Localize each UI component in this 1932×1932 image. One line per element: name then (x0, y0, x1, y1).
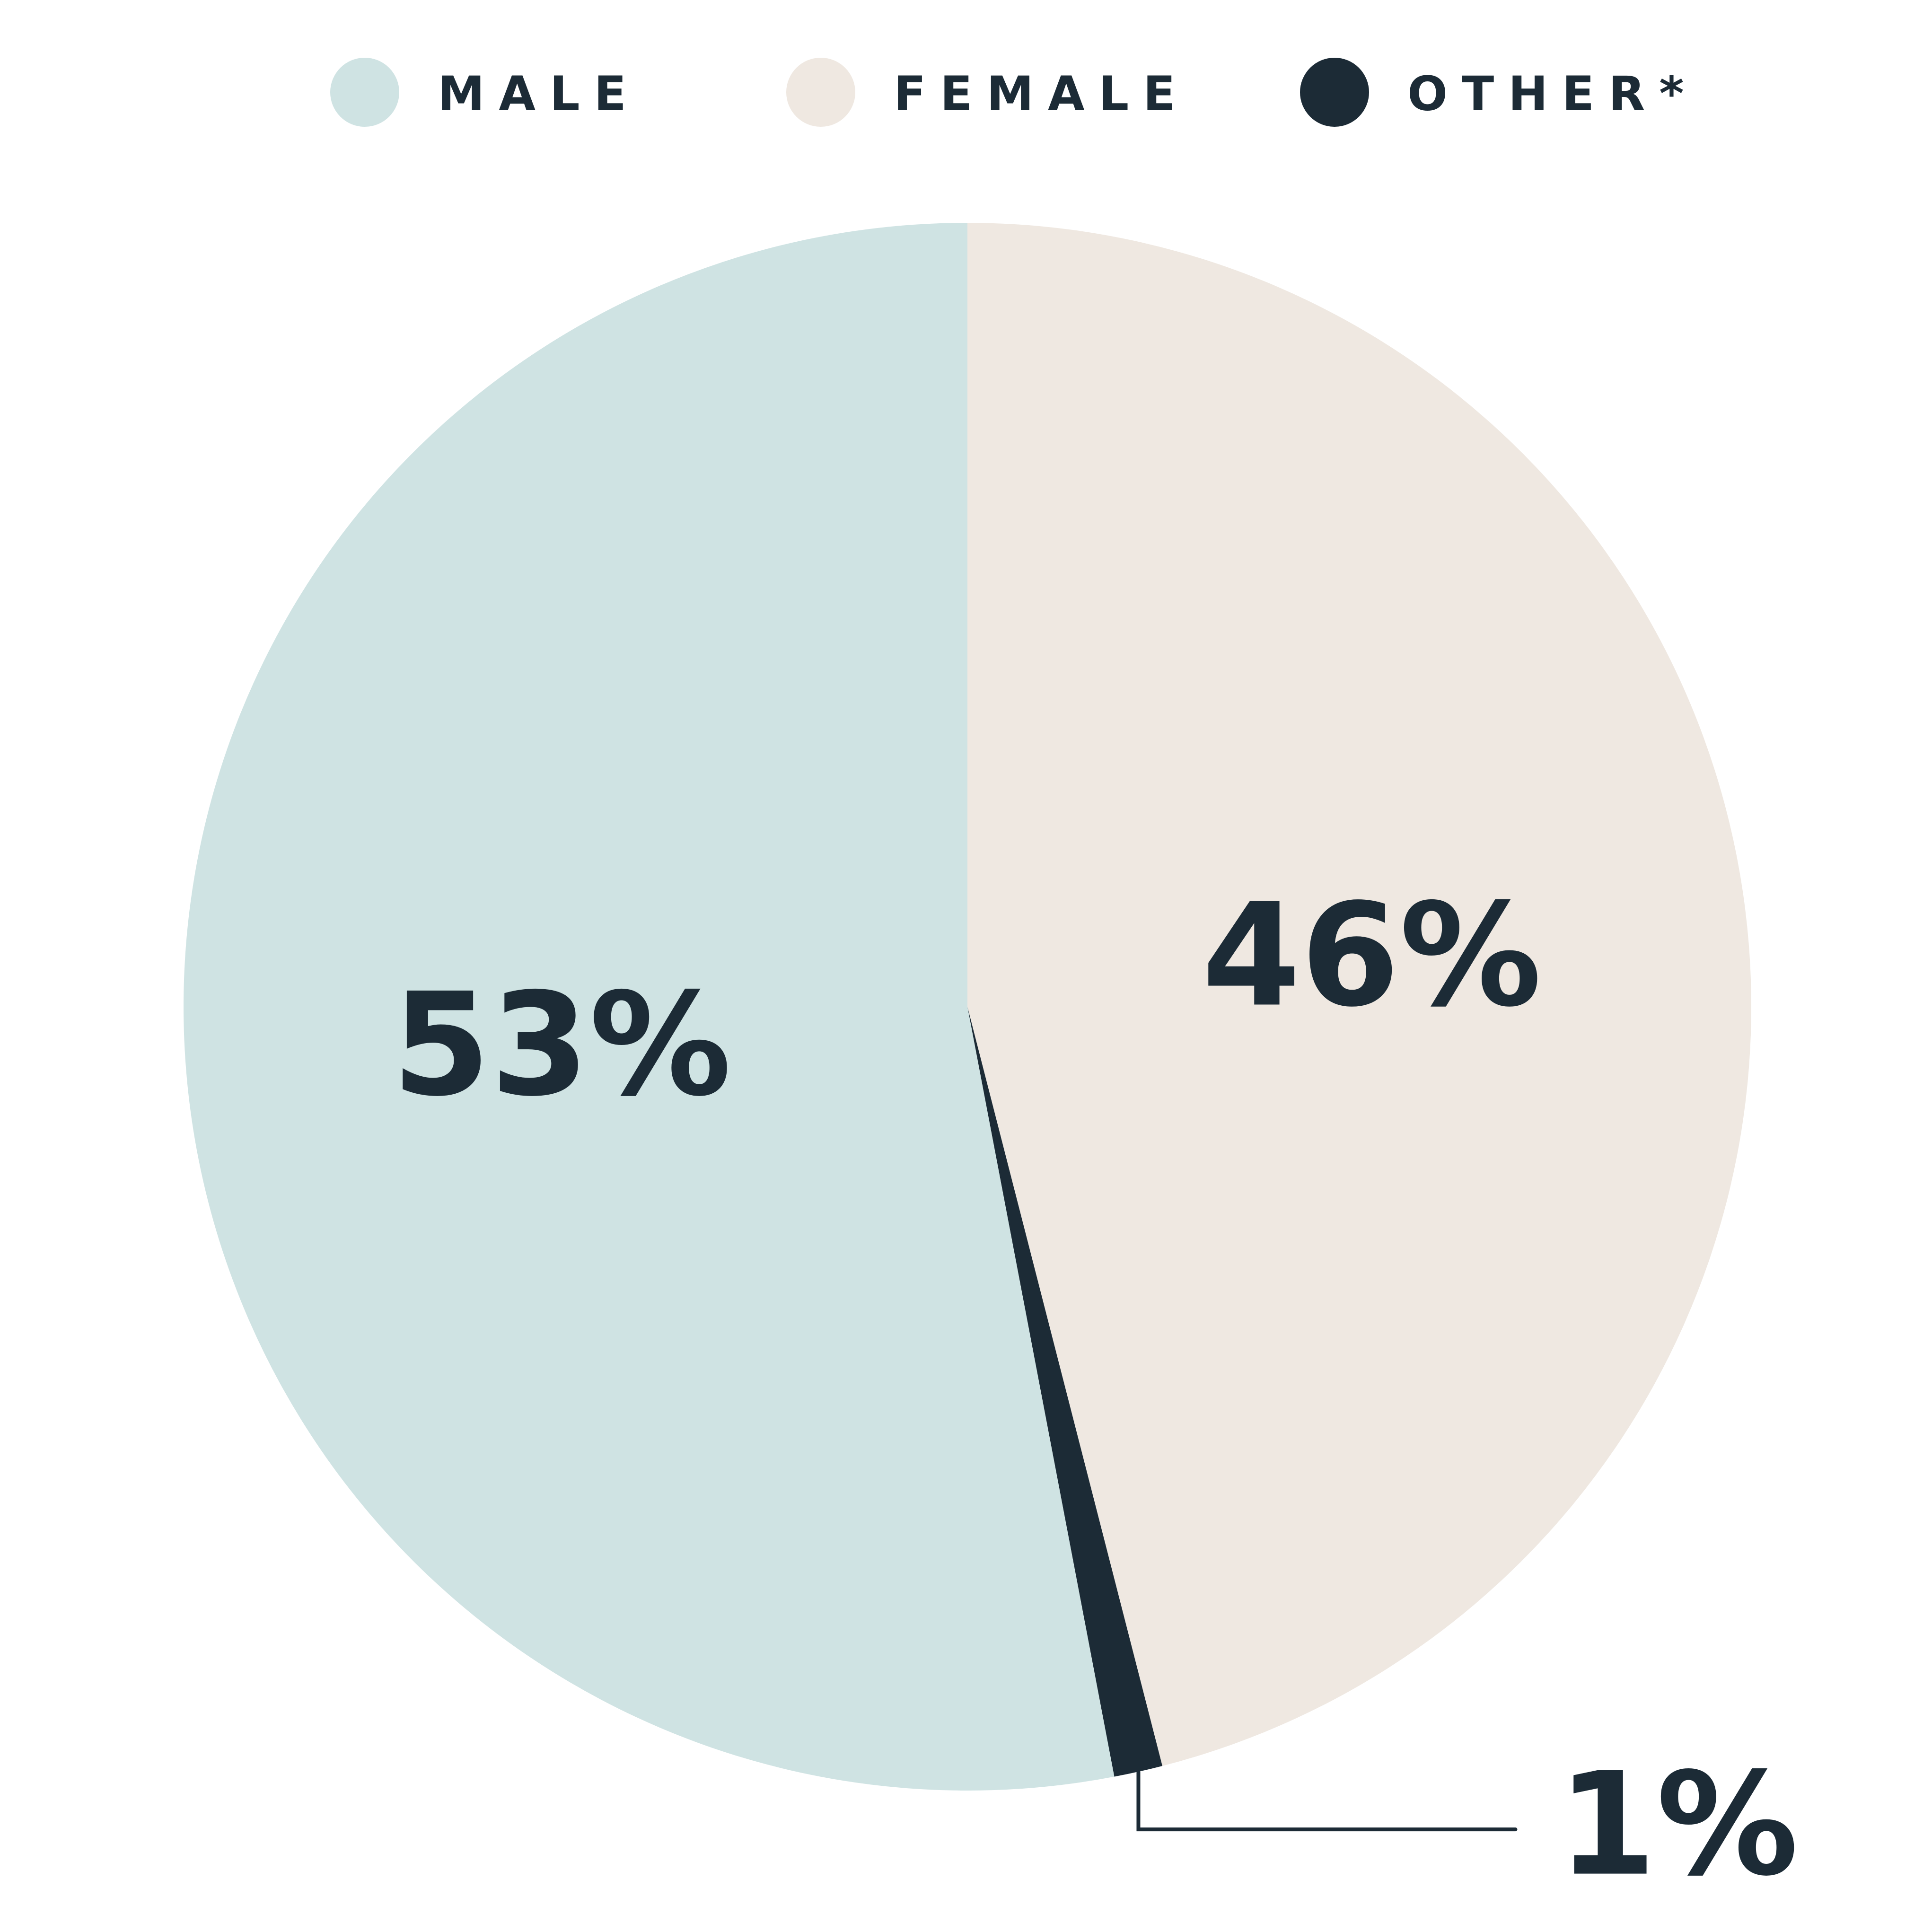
legend-label: MALE (438, 66, 641, 122)
legend-label: FEMALE (894, 66, 1190, 122)
pie-slice (183, 223, 1115, 1791)
value-label: 1% (1557, 1742, 1798, 1907)
value-label: 53% (392, 963, 731, 1128)
value-label: 46% (1202, 873, 1542, 1038)
legend-swatch (1300, 58, 1369, 127)
leader-line (1136, 1770, 1518, 1832)
legend-swatch (330, 58, 399, 127)
legend-swatch (786, 58, 855, 127)
pie-slice (967, 1007, 1163, 1777)
pie-slice (967, 223, 1751, 1766)
legend-label: OTHER* (1407, 66, 1698, 122)
